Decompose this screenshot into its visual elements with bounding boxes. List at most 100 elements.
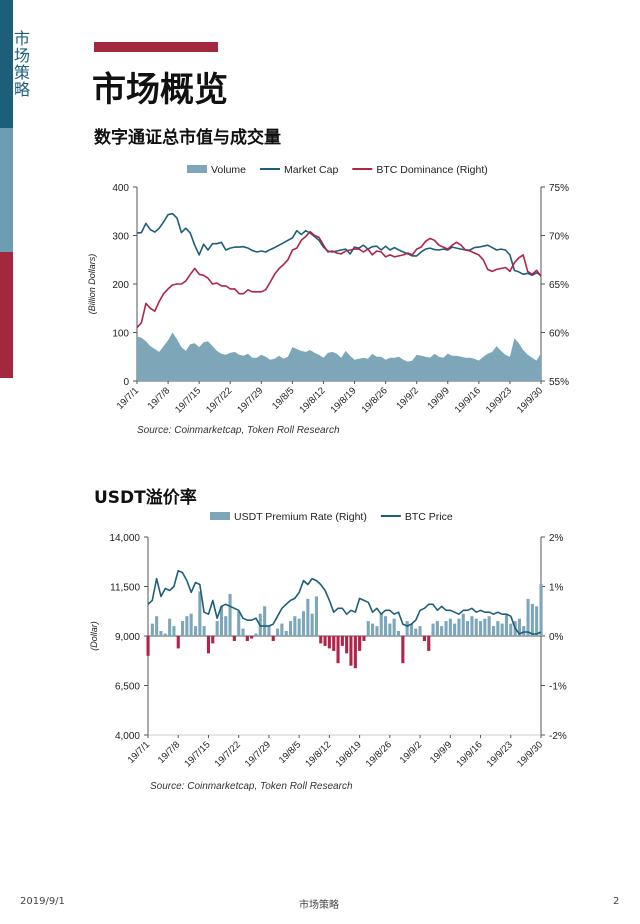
premium-bar (146, 636, 150, 656)
premium-bar (237, 611, 241, 637)
y-tick-label-right: 60% (549, 329, 569, 340)
chart1-section-title: 数字通证总市值与成交量 (94, 128, 281, 148)
premium-bar (396, 631, 400, 636)
premium-bar (405, 621, 409, 636)
premium-bar (194, 626, 198, 636)
y-tick-label-right: 70% (549, 232, 569, 243)
x-tick-label: 19/9/9 (428, 739, 454, 765)
premium-bar (276, 628, 280, 636)
premium-bar (228, 593, 232, 636)
premium-bar (483, 618, 487, 636)
premium-bar (392, 618, 396, 636)
premium-bar (509, 623, 513, 636)
premium-bar (181, 621, 185, 636)
premium-bar (517, 618, 521, 636)
chart-market-cap: 400 300 200 100 0 75% 70% 65% 60% 55% 19/7/1 19/7/8… (87, 164, 569, 436)
legend-label: Market Cap (284, 164, 338, 176)
premium-bar (358, 636, 362, 651)
premium-bar (379, 613, 383, 636)
premium-bar (267, 626, 271, 636)
premium-bar (362, 636, 366, 641)
x-tick-label: 19/8/19 (334, 739, 364, 769)
premium-bar (496, 621, 500, 636)
premium-bar (479, 621, 483, 636)
x-tick-label: 19/8/19 (328, 385, 358, 415)
premium-bar (414, 628, 418, 636)
sidebar-stripe-top (0, 0, 13, 128)
premium-bar (353, 636, 357, 669)
x-tick-label: 19/7/22 (213, 739, 243, 769)
y-tick-label-right: 65% (549, 280, 569, 291)
premium-bar (366, 621, 370, 636)
premium-bar (461, 613, 465, 636)
x-tick-label: 19/9/2 (394, 385, 420, 411)
premium-bar (224, 616, 228, 636)
premium-bar (474, 618, 478, 636)
y-tick-label-left: 100 (112, 329, 129, 340)
premium-bar (336, 636, 340, 664)
premium-bar (409, 623, 413, 636)
premium-bar (168, 618, 172, 636)
x-tick-label: 19/7/1 (126, 739, 152, 765)
x-tick-label: 19/7/8 (156, 739, 182, 765)
title-accent-bar (94, 42, 218, 52)
premium-bar (340, 636, 344, 646)
premium-bar (522, 626, 526, 636)
x-tick-label: 19/7/22 (204, 385, 234, 415)
premium-bar (215, 621, 219, 636)
premium-bar (271, 636, 275, 641)
x-tick-label: 19/7/29 (235, 385, 265, 415)
x-tick-label: 19/7/8 (146, 385, 172, 411)
y-tick-label-left: 300 (112, 232, 129, 243)
premium-bar (159, 631, 163, 636)
premium-bar (349, 636, 353, 666)
premium-bar (427, 636, 431, 651)
x-tick-label: 19/7/15 (173, 385, 203, 415)
series-btc-price-line (147, 569, 542, 635)
premium-bar (422, 636, 426, 641)
x-tick-label: 19/8/5 (277, 739, 303, 765)
premium-bar (418, 626, 422, 636)
premium-bar (319, 636, 323, 644)
premium-bar (530, 603, 534, 636)
premium-bar (206, 636, 210, 654)
premium-bar (155, 616, 159, 636)
premium-bar (327, 636, 331, 649)
premium-bar (435, 621, 439, 636)
x-tick-label: 19/7/29 (243, 739, 273, 769)
premium-bar (245, 636, 249, 641)
series-market-cap-line (136, 212, 542, 277)
y-tick-label-right: -2% (549, 731, 567, 742)
premium-bar (297, 618, 301, 636)
chart-source: Source: Coinmarketcap, Token Roll Resear… (150, 781, 353, 792)
premium-bar (263, 606, 267, 636)
y-tick-label-left: 0 (123, 377, 129, 388)
footer-page-number: 2 (613, 896, 620, 907)
premium-bar (284, 631, 288, 636)
x-tick-label: 19/9/30 (515, 739, 545, 769)
legend-swatch (187, 165, 207, 173)
chart-usdt-premium: 14,000 11,500 9,000 6,500 4,000 2% 1% 0% -1% -2% 1… (89, 511, 567, 792)
y-tick-label-right: 2% (549, 533, 564, 544)
premium-bar (470, 616, 474, 636)
x-tick-label: 19/9/9 (425, 385, 451, 411)
x-tick-label: 19/8/12 (297, 385, 327, 415)
premium-bar (444, 621, 448, 636)
x-tick-label: 19/7/1 (115, 385, 141, 411)
premium-bar (500, 623, 504, 636)
premium-bar (448, 618, 452, 636)
premium-bar (535, 606, 539, 636)
premium-bar (254, 633, 258, 636)
x-tick-label: 19/9/16 (454, 739, 484, 769)
premium-bar (280, 623, 284, 636)
y-tick-label-right: 75% (549, 183, 569, 194)
legend-label: BTC Price (405, 511, 453, 523)
premium-bar (310, 613, 314, 636)
legend-label: USDT Premium Rate (Right) (234, 511, 367, 523)
premium-bar (250, 636, 254, 639)
series-btc-dominance-right-line (136, 230, 542, 329)
premium-bar (293, 616, 297, 636)
page-title: 市场概览 (92, 70, 228, 110)
premium-bar (492, 626, 496, 636)
x-tick-label: 19/8/26 (360, 385, 390, 415)
